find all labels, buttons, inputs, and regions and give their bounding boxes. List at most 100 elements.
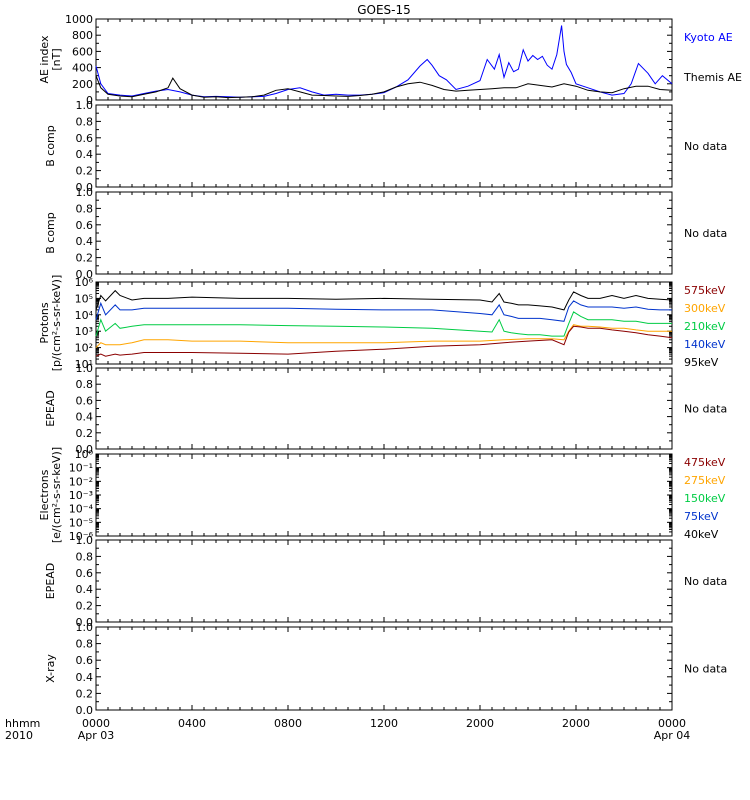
y-tick-label: 0.4: [76, 411, 94, 424]
legend-entry: 275keV: [684, 474, 726, 487]
y-axis-label: X-ray: [44, 654, 57, 683]
series-140kev: [95, 300, 672, 322]
y-tick-label: 0.6: [76, 219, 94, 232]
y-axis-label: [e/(cm²-s-sr-keV)]: [50, 447, 63, 543]
legend-entry: Themis AE: [683, 71, 742, 84]
y-tick-label: 0.4: [76, 583, 94, 596]
time-tick-label: 0000: [658, 717, 686, 730]
panel-frame: [95, 281, 673, 365]
y-tick-label: 0.8: [76, 378, 94, 391]
series-kyoto-ae: [95, 25, 673, 98]
panel-frame: [95, 367, 673, 450]
y-tick-label: 10⁵: [75, 292, 93, 305]
panel-b2: 0.0 0.2 0.4 0.6 0.8 1.0 B comp No data: [44, 186, 727, 281]
legend-entry: 475keV: [684, 456, 726, 469]
y-axis-label: B comp: [44, 125, 57, 167]
y-tick-label: 1.0: [76, 534, 94, 547]
y-tick-label: 0: [86, 94, 93, 107]
y-tick-label: 10⁶: [75, 276, 94, 289]
y-tick-label: 0.2: [76, 427, 94, 440]
y-tick-label: 0.8: [76, 202, 94, 215]
panel-ae: 0 200 400 600 800 1000 AE index [nT] Kyoto AE The…: [38, 13, 742, 107]
time-tick-label: 0800: [274, 717, 302, 730]
y-tick-label: 0.0: [76, 268, 94, 281]
y-tick-label: 0.0: [76, 704, 94, 717]
panel-stack: 0 200 400 600 800 1000 AE index [nT] Kyoto AE The…: [38, 13, 742, 717]
panel-frame: [95, 18, 673, 101]
y-tick-label: 1.0: [76, 99, 94, 112]
y-tick-label: 0.6: [76, 654, 94, 667]
y-axis-label: AE index: [38, 35, 51, 84]
y-tick-label: 0.2: [76, 165, 94, 178]
panel-epead2: 0.0 0.2 0.4 0.6 0.8 1.0 EPEAD No data: [44, 534, 727, 629]
y-tick-label: 0.8: [76, 638, 94, 651]
y-tick-label: 0.4: [76, 671, 94, 684]
legend-entry: 150keV: [684, 492, 726, 505]
series-300kev: [95, 324, 672, 348]
legend-entry: 95keV: [684, 356, 719, 369]
y-tick-label: 1000: [65, 13, 93, 26]
no-data-label: No data: [684, 663, 727, 676]
y-tick-label: 10⁻¹: [69, 462, 93, 475]
legend-entry: 40keV: [684, 528, 719, 541]
y-tick-label: 0.8: [76, 115, 94, 128]
y-tick-label: 10⁻⁶: [69, 530, 94, 543]
no-data-label: No data: [684, 575, 727, 588]
y-tick-label: 0.6: [76, 394, 94, 407]
y-axis-label: [p/(cm²-s-sr-keV)]: [50, 275, 63, 372]
y-tick-label: 0.2: [76, 252, 94, 265]
y-tick-label: 10³: [75, 325, 93, 338]
y-tick-label: 10⁴: [75, 309, 94, 322]
y-tick-label: 1.0: [76, 362, 94, 375]
panel-epead1: 0.0 0.2 0.4 0.6 0.8 1.0 EPEAD No data: [44, 362, 727, 456]
y-tick-label: 10⁻⁴: [69, 503, 94, 516]
panel-frame: [95, 539, 673, 623]
time-tick-label: 0000: [82, 717, 110, 730]
legend-entry: 210keV: [684, 320, 726, 333]
y-tick-label: 0.2: [76, 687, 94, 700]
time-tick-label: 0400: [178, 717, 206, 730]
time-axis-row1-label: hhmm: [5, 717, 40, 730]
series-210kev: [95, 311, 672, 337]
y-tick-label: 0.6: [76, 567, 94, 580]
y-tick-label: 0.0: [76, 616, 94, 629]
y-tick-label: 0.2: [76, 600, 94, 613]
y-tick-label: 1.0: [76, 186, 94, 199]
y-axis-label: Protons: [38, 302, 51, 343]
time-tick-date: Apr 04: [654, 729, 691, 742]
no-data-label: No data: [684, 140, 727, 153]
y-tick-label: 800: [72, 29, 93, 42]
y-axis-label: EPEAD: [44, 390, 57, 427]
time-tick-label: 1200: [370, 717, 398, 730]
panel-frame: [95, 104, 673, 188]
panel-b1: 0.0 0.2 0.4 0.6 0.8 1.0 B comp No data: [44, 99, 727, 194]
no-data-label: No data: [684, 403, 727, 416]
series-themis-ae: [95, 75, 673, 99]
legend-entry: 575keV: [684, 284, 726, 297]
y-tick-label: 0.4: [76, 235, 94, 248]
time-tick-date: Apr 03: [78, 729, 115, 742]
legend-entry: 300keV: [684, 302, 726, 315]
y-tick-label: 10⁰: [75, 448, 94, 461]
panel-xray: 0.0 0.2 0.4 0.6 0.8 1.0 X-ray No data: [44, 621, 727, 717]
y-tick-label: 10¹: [75, 358, 93, 371]
y-tick-label: 0.0: [76, 181, 94, 194]
series-95kev: [95, 289, 673, 311]
panel-frame: [95, 626, 673, 711]
time-tick-label: 2000: [466, 717, 494, 730]
y-tick-label: 10⁻²: [69, 475, 93, 488]
y-axis-label: [nT]: [50, 48, 63, 70]
y-tick-label: 200: [72, 78, 93, 91]
panel-frame: [95, 453, 673, 537]
y-tick-label: 0.6: [76, 132, 94, 145]
y-tick-label: 400: [72, 62, 93, 75]
y-axis-label: B comp: [44, 212, 57, 254]
y-tick-label: 10⁻³: [69, 489, 93, 502]
panel-protons: 10¹ 10² 10³ 10⁴ 10⁵ 10⁶ Protons [p/(cm²-s-sr-ke…: [38, 275, 726, 372]
y-tick-label: 0.4: [76, 148, 94, 161]
y-tick-label: 600: [72, 45, 93, 58]
legend-entry: 75keV: [684, 510, 719, 523]
y-axis-label: EPEAD: [44, 563, 57, 600]
y-tick-label: 10²: [75, 342, 93, 355]
